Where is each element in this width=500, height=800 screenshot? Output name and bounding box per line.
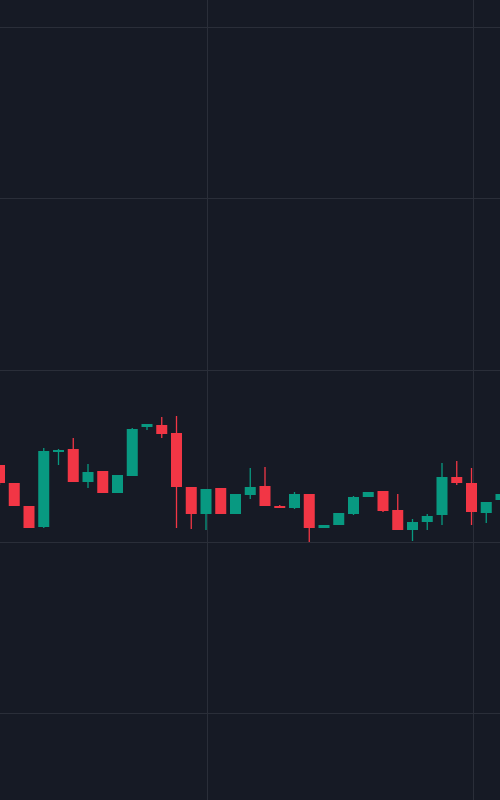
candle-34[interactable] (495, 494, 500, 505)
candle-5[interactable] (67, 438, 79, 482)
candle-body (23, 506, 35, 528)
candle-15[interactable] (215, 488, 227, 514)
candle-body (8, 483, 20, 506)
candle-27[interactable] (392, 494, 404, 530)
candle-body (495, 494, 500, 500)
candle-4[interactable] (53, 449, 64, 465)
candle-body (392, 510, 404, 530)
candle-body (333, 513, 345, 525)
candle-body (289, 494, 300, 508)
candle-body (466, 483, 477, 512)
candle-body (126, 429, 138, 476)
candle-body (274, 506, 286, 508)
candle-body (0, 465, 5, 483)
candle-28[interactable] (407, 519, 418, 541)
candle-16[interactable] (230, 494, 241, 514)
candle-body (436, 477, 448, 515)
candle-7[interactable] (97, 471, 109, 493)
candle-body (171, 433, 182, 487)
candle-24[interactable] (348, 496, 359, 515)
candle-22[interactable] (318, 525, 330, 528)
candle-body (244, 487, 256, 495)
candle-11[interactable] (156, 417, 168, 438)
candle-body (303, 494, 315, 528)
candle-body (377, 491, 389, 511)
candle-body (185, 487, 197, 514)
candle-20[interactable] (289, 492, 300, 509)
candle-23[interactable] (333, 513, 345, 525)
candle-21[interactable] (303, 494, 315, 542)
candle-body (38, 451, 50, 527)
candle-body (480, 502, 492, 513)
candle-25[interactable] (362, 492, 374, 497)
candle-body (451, 477, 463, 483)
candle-18[interactable] (259, 467, 271, 506)
candle-6[interactable] (82, 464, 94, 488)
candle-body (200, 489, 212, 514)
candle-33[interactable] (480, 502, 492, 523)
candle-2[interactable] (23, 506, 35, 528)
candle-body (82, 472, 94, 482)
candle-body (348, 497, 359, 514)
candle-body (318, 525, 330, 528)
candle-26[interactable] (377, 491, 389, 512)
candle-1[interactable] (8, 483, 20, 506)
candle-body (112, 475, 123, 493)
candle-10[interactable] (141, 424, 153, 430)
candle-body (259, 486, 271, 506)
candle-body (53, 450, 64, 452)
candle-19[interactable] (274, 505, 286, 508)
candle-body (97, 471, 109, 493)
candle-32[interactable] (466, 468, 477, 525)
candle-body (156, 425, 168, 434)
candle-12[interactable] (171, 416, 182, 528)
candle-29[interactable] (421, 514, 433, 530)
candle-17[interactable] (244, 468, 256, 499)
candle-30[interactable] (436, 463, 448, 525)
candle-31[interactable] (451, 461, 463, 485)
candles (0, 416, 500, 542)
candle-14[interactable] (200, 489, 212, 530)
candle-3[interactable] (38, 448, 50, 528)
candle-13[interactable] (185, 487, 197, 529)
candle-body (230, 494, 241, 514)
candle-8[interactable] (112, 475, 123, 493)
candle-body (421, 516, 433, 522)
candle-body (215, 488, 227, 514)
candle-9[interactable] (126, 428, 138, 476)
candle-body (362, 492, 374, 497)
candle-body (407, 522, 418, 530)
candle-0[interactable] (0, 465, 5, 485)
candle-body (141, 424, 153, 427)
candle-body (67, 449, 79, 482)
